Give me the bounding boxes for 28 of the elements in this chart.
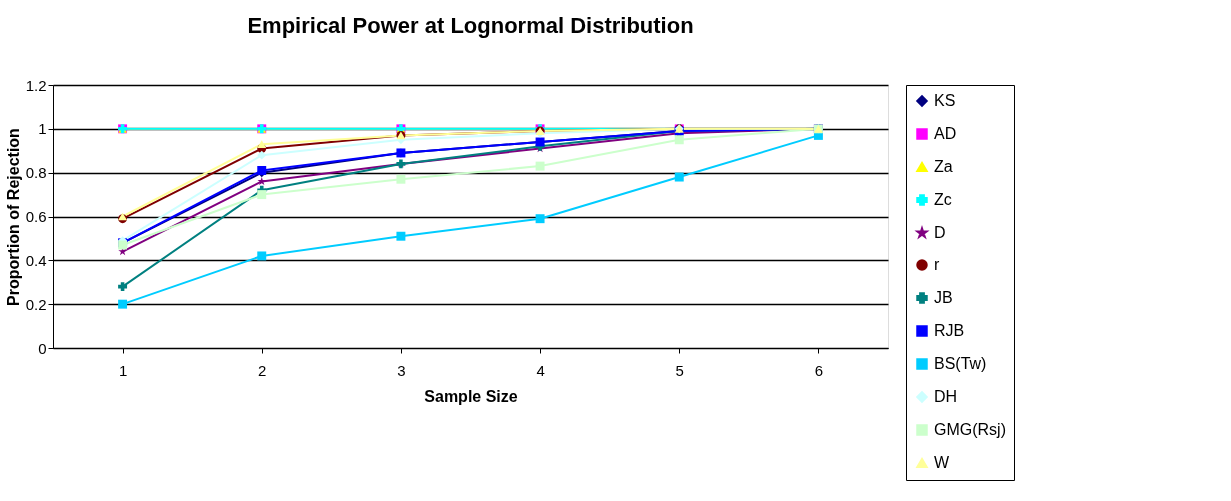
x-axis-title: Sample Size	[424, 387, 518, 405]
y-axis-title: Proportion of Rejection	[4, 128, 22, 306]
legend-label: Zc	[934, 191, 952, 208]
legend-label: BS(Tw)	[934, 355, 987, 372]
y-tick-label: 0.6	[25, 208, 47, 225]
x-tick-label: 6	[814, 361, 824, 379]
legend-label: AD	[934, 125, 957, 142]
legend-label: Za	[934, 158, 953, 175]
x-tick-label: 2	[258, 361, 267, 379]
legend-label: r	[934, 256, 940, 273]
x-tick-label: 1	[118, 361, 128, 379]
y-tick-label: 0.2	[25, 295, 47, 313]
legend-label: RJB	[934, 322, 965, 339]
y-tick-label: 0.8	[25, 164, 47, 182]
legend-label: D	[934, 224, 946, 241]
legend-label: DH	[934, 388, 958, 405]
y-tick-label: 1.2	[25, 76, 47, 94]
y-tick-label: 1	[38, 120, 47, 138]
legend-label: JB	[934, 289, 953, 306]
legend-label: KS	[934, 92, 956, 109]
legend-label: GMG(Rsj)	[934, 421, 1006, 438]
y-tick-label: 0	[38, 339, 47, 357]
x-tick-label: 4	[536, 361, 545, 379]
y-tick-label: 0.4	[25, 251, 47, 269]
x-tick-label: 3	[397, 361, 406, 379]
chart-title: Empirical Power at Lognormal Distribution	[247, 13, 694, 38]
x-tick-label: 5	[675, 361, 684, 379]
legend-label: W	[934, 454, 950, 471]
